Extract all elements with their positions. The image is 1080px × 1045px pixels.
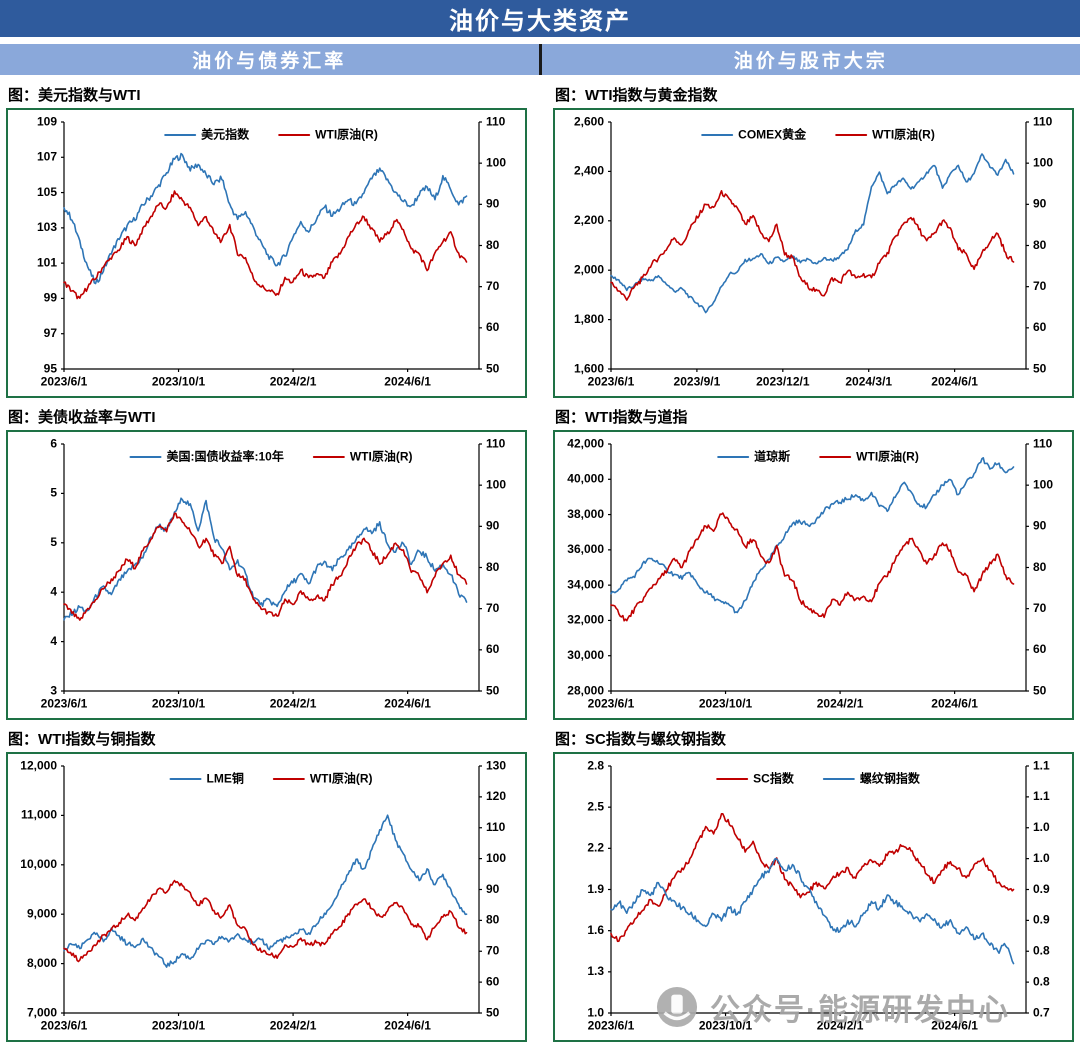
chart-frame <box>6 752 527 1042</box>
chart-frame <box>553 108 1074 398</box>
chart-canvas <box>8 110 525 396</box>
chart-canvas <box>555 754 1072 1040</box>
chart-canvas <box>555 110 1072 396</box>
chart-panel-treasury-yield-wti: 图：美债收益率与WTI <box>6 405 527 720</box>
chart-canvas <box>8 432 525 718</box>
chart-canvas <box>555 432 1072 718</box>
chart-title: 图：SC指数与螺纹钢指数 <box>555 731 726 748</box>
chart-title: 图：WTI指数与铜指数 <box>8 731 156 748</box>
section-headers: 油价与债券汇率 油价与股市大宗 <box>0 44 1080 75</box>
chart-panel-copper-wti: 图：WTI指数与铜指数 <box>6 727 527 1042</box>
chart-frame <box>6 108 527 398</box>
section-header-left: 油价与债券汇率 <box>0 44 539 75</box>
chart-frame <box>553 752 1074 1042</box>
chart-panel-gold-wti: 图：WTI指数与黄金指数 <box>553 83 1074 398</box>
chart-canvas <box>8 754 525 1040</box>
chart-title: 图：美元指数与WTI <box>8 87 141 104</box>
chart-title: 图：WTI指数与道指 <box>555 409 688 426</box>
chart-frame <box>6 430 527 720</box>
header-divider <box>538 44 542 75</box>
chart-frame <box>553 430 1074 720</box>
chart-title: 图：美债收益率与WTI <box>8 409 156 426</box>
chart-panel-dow-wti: 图：WTI指数与道指 <box>553 405 1074 720</box>
charts-grid: 图：美元指数与WTI 图：WTI指数与黄金指数 图：美债收益率与WTI 图：WT… <box>0 75 1080 1042</box>
chart-panel-dollar-index-wti: 图：美元指数与WTI <box>6 83 527 398</box>
chart-title: 图：WTI指数与黄金指数 <box>555 87 718 104</box>
section-header-right: 油价与股市大宗 <box>541 44 1080 75</box>
page-title: 油价与大类资产 <box>0 0 1080 37</box>
chart-panel-sc-rebar: 图：SC指数与螺纹钢指数 <box>553 727 1074 1042</box>
